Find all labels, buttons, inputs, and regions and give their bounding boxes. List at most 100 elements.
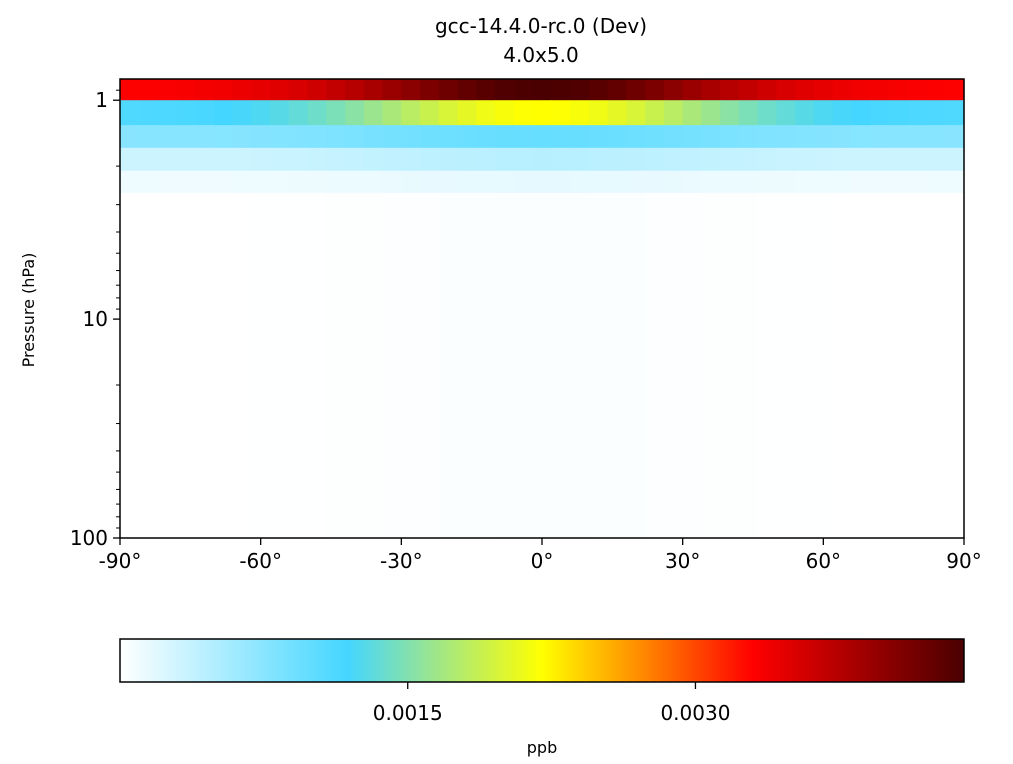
heatmap-cell	[738, 147, 759, 172]
heatmap-cell	[213, 125, 234, 149]
heatmap-cell	[888, 147, 909, 172]
heatmap-cell	[926, 79, 946, 101]
heatmap-cell	[476, 79, 496, 101]
heatmap-cell	[345, 170, 365, 194]
heatmap-cell	[157, 147, 177, 172]
heatmap-cell	[907, 192, 928, 539]
heatmap-cell	[626, 147, 646, 172]
heatmap-cell	[757, 100, 778, 126]
heatmap-cell	[851, 125, 871, 149]
heatmap-cell	[363, 79, 384, 101]
heatmap-cell	[438, 79, 459, 101]
colorbar-tick-label: 0.0015	[373, 701, 443, 725]
heatmap-cell	[195, 147, 215, 172]
heatmap-cell	[926, 192, 946, 539]
heatmap-cell	[663, 125, 684, 149]
heatmap-cell	[120, 125, 140, 149]
heatmap-cell	[945, 100, 965, 126]
x-tick-label: -30°	[380, 549, 423, 573]
heatmap-cell	[213, 100, 234, 126]
heatmap-cell	[720, 192, 740, 539]
heatmap-cell	[851, 192, 871, 539]
heatmap-cell	[738, 170, 759, 194]
heatmap-cell	[870, 100, 890, 126]
heatmap-cell	[776, 147, 796, 172]
heatmap-cell	[438, 170, 459, 194]
heatmap-cell	[326, 147, 346, 172]
heatmap-cell	[626, 100, 646, 126]
heatmap-cell	[645, 192, 665, 539]
heatmap-cell	[382, 147, 402, 172]
heatmap-cell	[701, 192, 721, 539]
heatmap-cell	[382, 192, 402, 539]
heatmap-cell	[157, 79, 177, 101]
heatmap-cell	[720, 170, 740, 194]
heatmap-cell	[457, 100, 477, 126]
heatmap-cell	[888, 125, 909, 149]
heatmap-cell	[157, 170, 177, 194]
heatmap-cell	[551, 79, 571, 101]
heatmap-cells	[120, 79, 965, 539]
heatmap-cell	[851, 170, 871, 194]
heatmap-cell	[326, 100, 346, 126]
heatmap-cell	[945, 147, 965, 172]
heatmap-cell	[213, 79, 234, 101]
heatmap-cell	[420, 170, 440, 194]
heatmap-cell	[945, 79, 965, 101]
heatmap-cell	[438, 100, 459, 126]
heatmap-cell	[588, 125, 609, 149]
heatmap-cell	[120, 79, 140, 101]
heatmap-cell	[532, 192, 552, 539]
heatmap-cell	[738, 125, 759, 149]
heatmap-cell	[626, 79, 646, 101]
heatmap-cell	[195, 79, 215, 101]
heatmap-cell	[495, 79, 515, 101]
heatmap-cell	[945, 170, 965, 194]
heatmap-cell	[738, 100, 759, 126]
heatmap-cell	[907, 125, 928, 149]
heatmap-cell	[138, 100, 159, 126]
heatmap-cell	[382, 170, 402, 194]
heatmap-cell	[663, 170, 684, 194]
heatmap-cell	[851, 79, 871, 101]
heatmap-cell	[232, 147, 252, 172]
heatmap-cell	[363, 147, 384, 172]
heatmap-cell	[382, 100, 402, 126]
heatmap-cell	[682, 147, 703, 172]
heatmap-cell	[570, 192, 590, 539]
heatmap-cell	[495, 125, 515, 149]
heatmap-cell	[120, 170, 140, 194]
colorbar-ticks: 0.0015 0.0030	[373, 682, 730, 725]
heatmap-cell	[307, 147, 327, 172]
heatmap-cell	[813, 125, 834, 149]
heatmap-cell	[195, 100, 215, 126]
heatmap-cell	[457, 192, 477, 539]
heatmap-cell	[176, 125, 196, 149]
heatmap-cell	[438, 125, 459, 149]
heatmap-cell	[551, 170, 571, 194]
heatmap-cell	[495, 170, 515, 194]
heatmap-cell	[870, 125, 890, 149]
heatmap-cell	[701, 170, 721, 194]
heatmap-cell	[120, 192, 140, 539]
heatmap-cell	[476, 192, 496, 539]
heatmap-cell	[251, 79, 271, 101]
heatmap-cell	[420, 192, 440, 539]
heatmap-cell	[176, 192, 196, 539]
heatmap-cell	[532, 79, 552, 101]
heatmap-cell	[570, 100, 590, 126]
heatmap-cell	[888, 79, 909, 101]
heatmap-cell	[251, 100, 271, 126]
heatmap-cell	[176, 100, 196, 126]
heatmap-cell	[307, 192, 327, 539]
heatmap-cell	[663, 147, 684, 172]
x-tick-label: 90°	[946, 549, 981, 573]
heatmap-cell	[345, 100, 365, 126]
chart-subtitle: 4.0x5.0	[503, 43, 578, 67]
x-tick-label: 30°	[665, 549, 700, 573]
heatmap-cell	[476, 125, 496, 149]
heatmap-cell	[945, 125, 965, 149]
x-tick-label: 0°	[531, 549, 554, 573]
heatmap-cell	[570, 125, 590, 149]
heatmap-cell	[326, 192, 346, 539]
